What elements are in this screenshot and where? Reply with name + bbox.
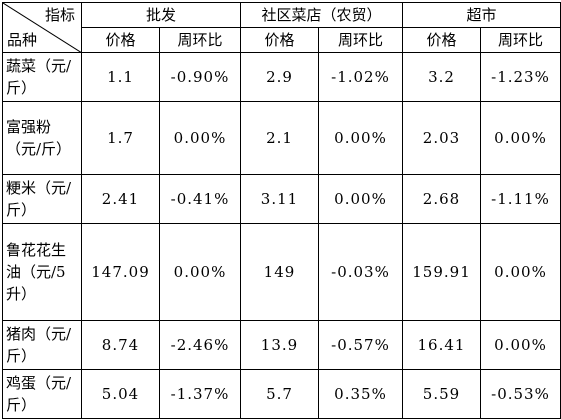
table-row: 蔬菜（元/斤） 1.1 -0.90% 2.9 -1.02% 3.2 -1.23% xyxy=(2,52,561,102)
table-cell: 149 xyxy=(240,223,319,321)
table-cell: -0.53% xyxy=(480,369,561,419)
table-cell: -1.23% xyxy=(480,52,561,102)
table-row: 猪肉（元/斤） 8.74 -2.46% 13.9 -0.57% 16.41 0.… xyxy=(2,320,561,370)
table-cell: 2.1 xyxy=(240,101,319,175)
table-cell: -1.37% xyxy=(159,369,241,419)
sub-header-weekly-change: 周环比 xyxy=(480,27,561,53)
table-cell: -1.11% xyxy=(480,174,561,224)
table-cell: 0.00% xyxy=(480,320,561,370)
corner-header-cell: 指标 品种 xyxy=(2,2,82,53)
table-cell: 3.2 xyxy=(402,52,481,102)
corner-label-variety: 品种 xyxy=(7,31,38,49)
table-cell: 5.04 xyxy=(81,369,160,419)
corner-label-indicator: 指标 xyxy=(44,6,75,24)
table-cell: -0.57% xyxy=(318,320,403,370)
table-cell: 0.00% xyxy=(480,223,561,321)
header-group-row: 指标 品种 批发 社区菜店（农贸） 超市 xyxy=(2,2,561,53)
group-header-supermarket: 超市 xyxy=(402,2,561,28)
table-cell: -0.90% xyxy=(159,52,241,102)
corner-diagonal-line xyxy=(3,3,82,53)
table-cell: 13.9 xyxy=(240,320,319,370)
row-label: 猪肉（元/斤） xyxy=(2,320,82,370)
header-sub-row: 价格 周环比 价格 周环比 价格 周环比 xyxy=(3,27,561,53)
table-cell: -0.03% xyxy=(318,223,403,321)
table-cell: 0.00% xyxy=(318,101,403,175)
row-label: 粳米（元/斤） xyxy=(2,174,82,224)
sub-header-weekly-change: 周环比 xyxy=(159,27,241,53)
table-cell: 3.11 xyxy=(240,174,319,224)
table-cell: 159.91 xyxy=(402,223,481,321)
table-cell: 1.1 xyxy=(81,52,160,102)
table-cell: 16.41 xyxy=(402,320,481,370)
table-cell: -0.41% xyxy=(159,174,241,224)
table-cell: 2.68 xyxy=(402,174,481,224)
table-cell: -1.02% xyxy=(318,52,403,102)
table-cell: 8.74 xyxy=(81,320,160,370)
table-cell: 0.00% xyxy=(318,174,403,224)
table-cell: 0.00% xyxy=(159,101,241,175)
table-cell: 1.7 xyxy=(81,101,160,175)
sub-header-price: 价格 xyxy=(81,27,160,53)
group-header-wholesale: 批发 xyxy=(81,2,241,28)
row-label: 富强粉（元/斤） xyxy=(2,101,82,175)
table-cell: 0.35% xyxy=(318,369,403,419)
table-row: 粳米（元/斤） 2.41 -0.41% 3.11 0.00% 2.68 -1.1… xyxy=(2,174,561,224)
table-row: 鲁花花生油（元/5升） 147.09 0.00% 149 -0.03% 159.… xyxy=(2,223,561,321)
table-cell: -2.46% xyxy=(159,320,241,370)
sub-header-price: 价格 xyxy=(240,27,319,53)
sub-header-price: 价格 xyxy=(402,27,481,53)
sub-header-weekly-change: 周环比 xyxy=(318,27,403,53)
table-cell: 147.09 xyxy=(81,223,160,321)
table-row: 鸡蛋（元/斤） 5.04 -1.37% 5.7 0.35% 5.59 -0.53… xyxy=(2,369,561,419)
table-row: 富强粉（元/斤） 1.7 0.00% 2.1 0.00% 2.03 0.00% xyxy=(2,101,561,175)
table-cell: 5.59 xyxy=(402,369,481,419)
table-cell: 2.03 xyxy=(402,101,481,175)
row-label: 鲁花花生油（元/5升） xyxy=(2,223,82,321)
table-cell: 0.00% xyxy=(159,223,241,321)
table-cell: 2.9 xyxy=(240,52,319,102)
table-cell: 0.00% xyxy=(480,101,561,175)
row-label: 鸡蛋（元/斤） xyxy=(2,369,82,419)
table-cell: 5.7 xyxy=(240,369,319,419)
table-cell: 2.41 xyxy=(81,174,160,224)
group-header-community-store: 社区菜店（农贸） xyxy=(240,2,403,28)
row-label: 蔬菜（元/斤） xyxy=(2,52,82,102)
